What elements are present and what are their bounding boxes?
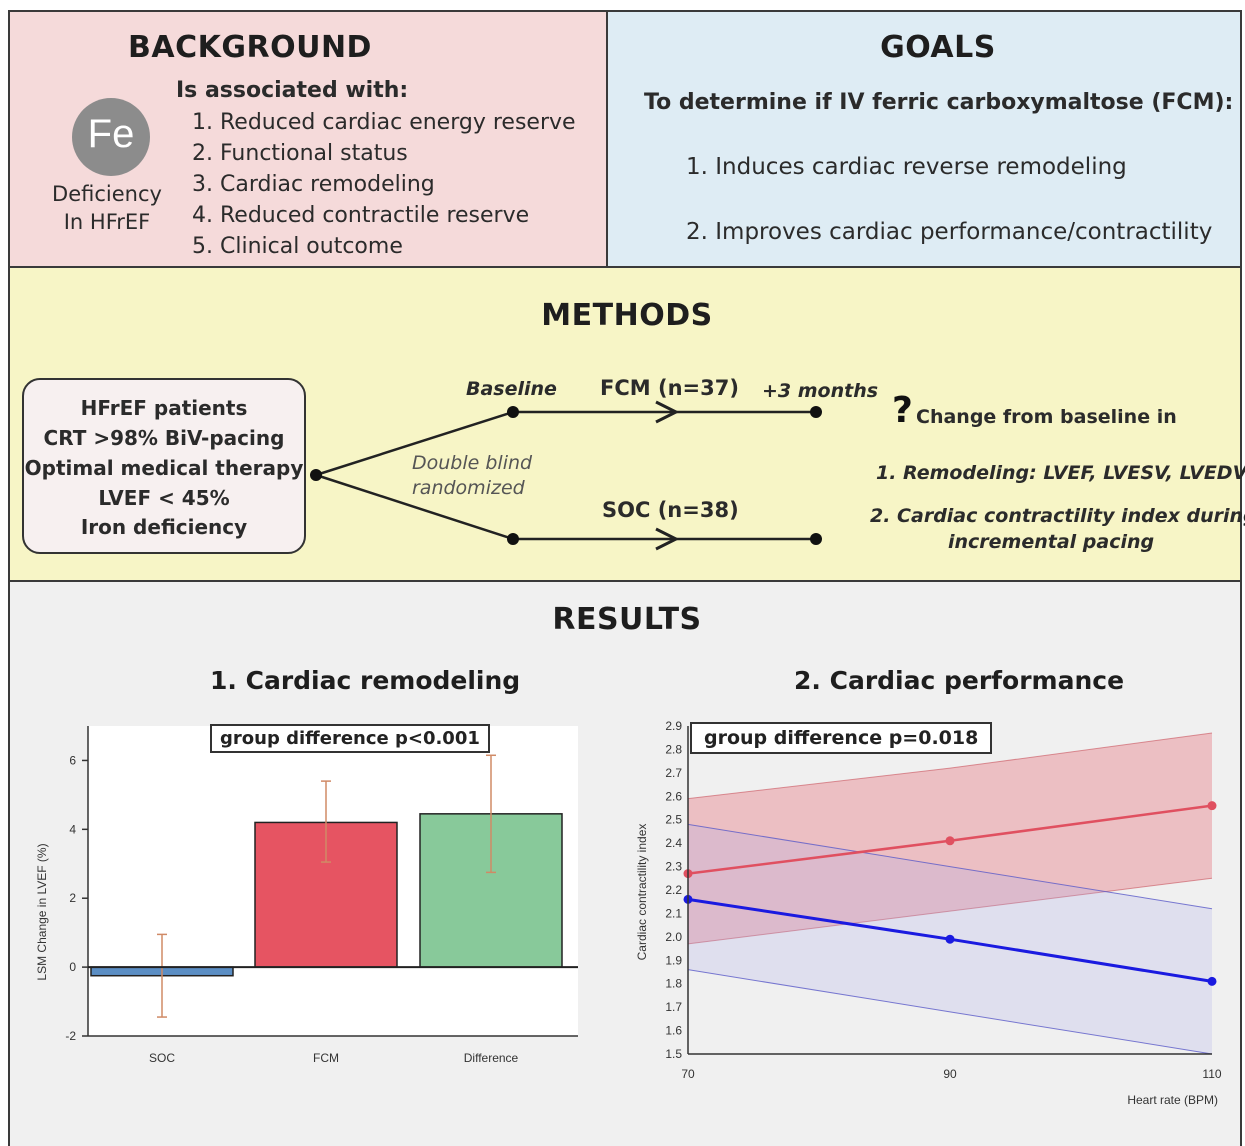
- fcm-arm-label: FCM (n=37): [600, 376, 739, 400]
- line-y-tick-label: 1.5: [665, 1047, 682, 1061]
- line-y-tick-label: 2.0: [665, 930, 682, 944]
- patients-line-2: CRT >98% BiV-pacing: [43, 426, 285, 450]
- bar-y-tick-label: 0: [69, 960, 76, 974]
- results-panel: RESULTS 1. Cardiac remodeling 2. Cardiac…: [8, 580, 1242, 1146]
- background-title: BACKGROUND: [128, 30, 372, 65]
- results-title: RESULTS: [552, 602, 702, 637]
- methods-title: METHODS: [541, 298, 713, 333]
- soc-arm-label: SOC (n=38): [602, 498, 739, 522]
- background-item-1: 1. Reduced cardiac energy reserve: [192, 110, 576, 135]
- data-point-fcm: [945, 836, 955, 846]
- patients-box: HFrEF patients CRT >98% BiV-pacing Optim…: [22, 378, 306, 554]
- randomization-node: [310, 469, 322, 481]
- randomization-diagram: [310, 400, 822, 551]
- question-mark-icon: ?: [892, 390, 913, 431]
- performance-pvalue-box: group difference p=0.018: [690, 722, 993, 754]
- patients-line-3: Optimal medical therapy: [24, 456, 304, 480]
- methods-panel: METHODS HFrEF patients CRT >98% BiV-paci…: [8, 266, 1245, 582]
- line-x-tick-label: 90: [943, 1067, 957, 1081]
- fcm-baseline-node: [507, 406, 519, 418]
- soc-baseline-node: [507, 533, 519, 545]
- line-x-axis-label: Heart rate (BPM): [1127, 1093, 1218, 1107]
- bar-y-tick-label: 6: [69, 753, 76, 767]
- line-y-tick-label: 1.8: [665, 977, 682, 991]
- outcome-2a: 2. Cardiac contractility index during: [870, 505, 1245, 527]
- line-y-tick-label: 2.1: [665, 906, 682, 920]
- bar-y-tick-label: 2: [69, 891, 76, 905]
- outcome-1: 1. Remodeling: LVEF, LVESV, LVEDV: [876, 462, 1245, 484]
- data-point-fcm: [1207, 801, 1217, 811]
- performance-title: 2. Cardiac performance: [794, 666, 1125, 695]
- branch-line-fcm: [315, 410, 514, 477]
- fe-caption-2: In HFrEF: [63, 210, 151, 234]
- fcm-arrowhead: [655, 400, 680, 424]
- line-y-tick-label: 2.2: [665, 883, 682, 897]
- fe-caption-1: Deficiency: [52, 182, 162, 206]
- randomized-label-1: Double blind: [412, 452, 533, 474]
- background-item-2: 2. Functional status: [192, 141, 408, 166]
- line-y-tick-label: 2.3: [665, 860, 682, 874]
- bar-category-label: Difference: [464, 1051, 519, 1065]
- line-x-tick-label: 110: [1202, 1067, 1221, 1081]
- soc-arrowhead: [655, 527, 680, 551]
- data-point-soc: [1207, 976, 1217, 986]
- fe-symbol: Fe: [87, 112, 135, 156]
- background-item-5: 5. Clinical outcome: [192, 234, 403, 259]
- lvef-bar-chart: -2 0 2 4 6 SOC FCM Difference LSM Change in LV…: [35, 726, 578, 1065]
- patients-line-4: LVEF < 45%: [98, 486, 230, 510]
- bar-y-tick-label: 4: [69, 822, 76, 836]
- line-y-tick-label: 2.6: [665, 789, 682, 803]
- remodeling-title: 1. Cardiac remodeling: [210, 666, 521, 695]
- soc-followup-node: [810, 533, 822, 545]
- remodeling-pvalue-box: group difference p<0.001: [210, 724, 490, 753]
- background-panel: BACKGROUND Fe Deficiency In HFrEF Is ass…: [8, 10, 608, 268]
- data-point-soc: [945, 934, 955, 944]
- line-y-tick-label: 2.9: [665, 719, 682, 733]
- outcome-intro: Change from baseline in: [916, 406, 1177, 428]
- line-y-tick-label: 1.7: [665, 1000, 682, 1014]
- line-y-tick-label: 1.6: [665, 1024, 682, 1038]
- background-item-4: 4. Reduced contractile reserve: [192, 203, 530, 228]
- bar-category-label: SOC: [149, 1051, 175, 1065]
- bar-y-axis-label: LSM Change in LVEF (%): [35, 843, 49, 980]
- background-intro: Is associated with:: [176, 78, 409, 103]
- line-x-tick-label: 70: [681, 1067, 695, 1081]
- patients-line-5: Iron deficiency: [80, 515, 248, 539]
- outcome-2b: incremental pacing: [948, 531, 1155, 553]
- goals-panel: GOALS To determine if IV ferric carboxym…: [606, 10, 1242, 268]
- ci-lower-fcm: [687, 877, 1213, 945]
- line-y-tick-label: 2.7: [665, 766, 682, 780]
- bar-category-label: FCM: [313, 1051, 339, 1065]
- branch-line-soc: [315, 473, 514, 541]
- baseline-label: Baseline: [466, 378, 557, 400]
- fe-icon: Fe: [72, 98, 150, 176]
- line-y-tick-label: 2.4: [665, 836, 682, 850]
- line-y-tick-label: 2.5: [665, 813, 682, 827]
- goals-item-1: 1. Induces cardiac reverse remodeling: [686, 154, 1127, 180]
- bar-y-tick-label: -2: [65, 1029, 76, 1043]
- randomized-label-2: randomized: [412, 477, 525, 499]
- ci-upper-soc: [687, 823, 1213, 910]
- followup-label: +3 months: [762, 380, 879, 402]
- line-y-tick-label: 1.9: [665, 953, 682, 967]
- line-y-axis-label: Cardiac contractility index: [635, 824, 649, 961]
- goals-intro: To determine if IV ferric carboxymaltose…: [644, 90, 1234, 115]
- fcm-followup-node: [810, 406, 822, 418]
- goals-item-2: 2. Improves cardiac performance/contract…: [686, 219, 1213, 245]
- line-y-tick-label: 2.8: [665, 742, 682, 756]
- background-item-3: 3. Cardiac remodeling: [192, 172, 435, 197]
- contractility-line-chart: 1.5 1.6 1.7 1.8 1.9 2.0 2.1 2.2 2.3 2.4 2.5 2.6 2.7 2…: [635, 719, 1222, 1107]
- patients-line-1: HFrEF patients: [80, 396, 248, 420]
- goals-title: GOALS: [880, 30, 996, 65]
- ci-upper-fcm: [687, 732, 1213, 800]
- ci-lower-soc: [687, 969, 1213, 1055]
